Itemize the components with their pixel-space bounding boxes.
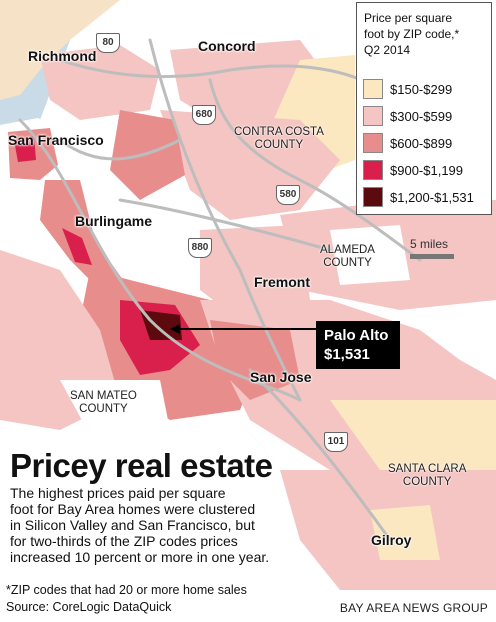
- highway-shield-680: 680: [192, 105, 216, 125]
- sf-high: [14, 136, 36, 162]
- city-label-concord: Concord: [198, 38, 256, 54]
- city-label-fremont: Fremont: [254, 274, 310, 290]
- legend-label: $150-$299: [390, 82, 453, 97]
- callout-price: $1,531: [324, 346, 370, 363]
- san-jose-mid: [210, 320, 300, 400]
- roads: [18, 38, 422, 542]
- county-label-contra-costa: CONTRA COSTA COUNTY: [234, 126, 324, 152]
- callout-city: Palo Alto: [324, 327, 389, 344]
- city-label-gilroy: Gilroy: [371, 532, 412, 548]
- source-line: Source: CoreLogic DataQuick: [6, 600, 172, 614]
- scale-label: 5 miles: [410, 237, 449, 251]
- legend-swatch: [363, 79, 383, 99]
- gilroy-light: [370, 505, 440, 560]
- alameda-open: [330, 225, 410, 285]
- credit-line: BAY AREA NEWS GROUP: [339, 601, 488, 615]
- city-label-burlingame: Burlingame: [75, 213, 153, 229]
- footnote: *ZIP codes that had 20 or more home sale…: [6, 583, 247, 597]
- county-label-san-mateo: SAN MATEO COUNTY: [70, 390, 137, 416]
- legend: Price per square foot by ZIP code,* Q2 2…: [356, 2, 492, 215]
- legend-swatch: [363, 133, 383, 153]
- highway-shield-880: 880: [188, 238, 212, 258]
- peninsula-mid: [40, 180, 130, 300]
- palo-alto-callout: Palo Alto $1,531: [316, 321, 400, 369]
- burlingame-high: [62, 228, 92, 265]
- highway-shield-580: 580: [276, 185, 300, 205]
- legend-title: Price per square foot by ZIP code,* Q2 2…: [364, 11, 460, 57]
- legend-swatch: [363, 160, 383, 180]
- south-county-zone: [330, 400, 496, 470]
- city-label-san-francisco: San Francisco: [8, 132, 104, 148]
- scale-bar: [410, 254, 454, 259]
- san-mateo-open: [60, 380, 170, 435]
- county-label-alameda: ALAMEDA COUNTY: [320, 244, 375, 270]
- palo-alto-top: [140, 310, 182, 340]
- legend-swatch: [363, 106, 383, 126]
- oakland-zone: [110, 110, 185, 200]
- city-label-richmond: Richmond: [28, 48, 97, 64]
- county-label-santa-clara: SANTA CLARA COUNTY: [388, 463, 467, 489]
- legend-label: $600-$899: [390, 136, 453, 151]
- legend-label: $900-$1,199: [390, 163, 464, 178]
- city-label-san-jose: San Jose: [250, 369, 312, 385]
- legend-label: $1,200-$1,531: [390, 190, 474, 205]
- headline: Pricey real estate: [10, 447, 273, 484]
- description-text: The highest prices paid per square foot …: [10, 485, 270, 565]
- legend-swatch: [363, 187, 383, 207]
- highway-shield-101: 101: [324, 432, 348, 452]
- legend-label: $300-$599: [390, 109, 453, 124]
- highway-shield-80: 80: [96, 33, 120, 53]
